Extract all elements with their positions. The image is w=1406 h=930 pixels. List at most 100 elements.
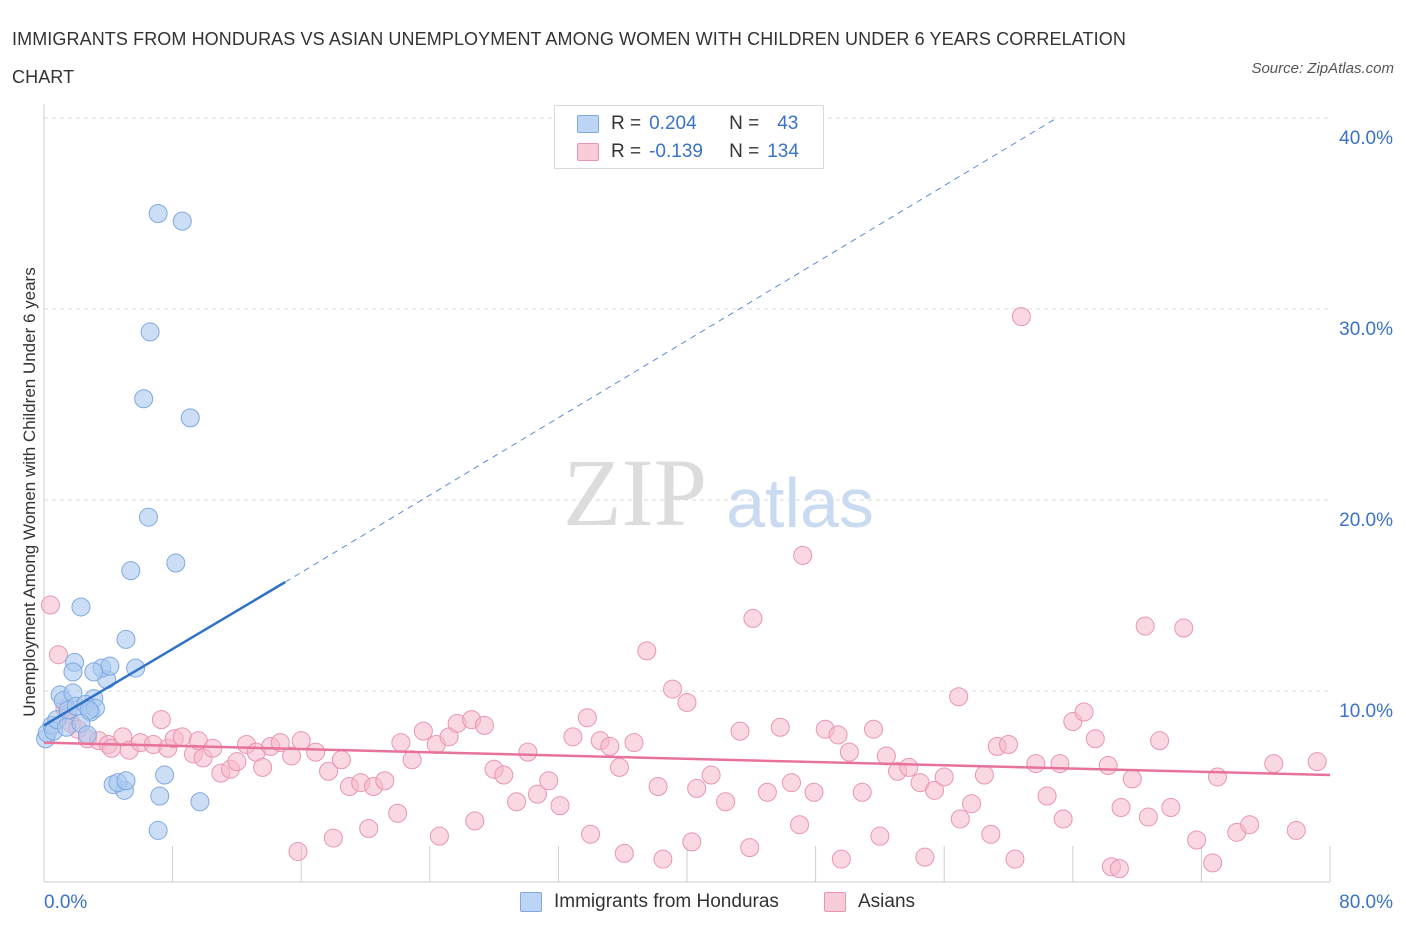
asians-point	[282, 746, 302, 766]
honduras-point	[150, 786, 170, 806]
asians-point	[609, 757, 629, 777]
honduras-point	[121, 561, 141, 581]
asians-point	[839, 742, 859, 762]
asians-point	[429, 826, 449, 846]
asians-point	[319, 761, 339, 781]
asians-point	[876, 746, 896, 766]
honduras-point	[138, 507, 158, 527]
asians-point	[402, 750, 422, 770]
asians-point	[253, 757, 273, 777]
asians-point	[270, 733, 290, 753]
asians-point	[1098, 755, 1118, 775]
asians-point	[1053, 809, 1073, 829]
trend-lines	[43, 117, 1331, 777]
tick-labels: 10.0% 20.0% 30.0% 40.0% 0.0% 80.0%	[44, 128, 1393, 913]
asians-point	[1138, 807, 1158, 827]
r-label: R =	[611, 113, 642, 134]
honduras-point	[84, 662, 104, 682]
asians-point	[1150, 731, 1170, 751]
asians-point	[550, 796, 570, 816]
asians-point	[1264, 754, 1284, 774]
asians-point	[701, 765, 721, 785]
asians-point	[781, 773, 801, 793]
asians-point	[950, 809, 970, 829]
honduras-point	[172, 211, 192, 231]
asians-point	[494, 765, 514, 785]
asians-point	[474, 715, 494, 735]
asians-point	[716, 792, 736, 812]
asians-point	[563, 727, 583, 747]
honduras-point	[148, 820, 168, 840]
asians-point	[359, 819, 379, 839]
chart-title: IMMIGRANTS FROM HONDURAS VS ASIAN UNEMPL…	[12, 29, 1126, 87]
asians-point	[413, 721, 433, 741]
honduras-point	[77, 725, 97, 745]
asians-trend-line	[43, 741, 1331, 777]
asians-point	[934, 767, 954, 787]
y-tick-label: 20.0%	[1339, 510, 1393, 531]
asians-point	[663, 679, 683, 699]
asians-point	[323, 828, 343, 848]
honduras-point	[63, 662, 83, 682]
r-value: -0.139	[649, 141, 703, 162]
honduras-trend-line	[43, 581, 286, 727]
asians-points	[40, 307, 1327, 879]
asians-point	[682, 832, 702, 852]
asians-point	[831, 849, 851, 869]
honduras-point	[134, 389, 154, 409]
asians-point	[391, 733, 411, 753]
asians-point	[1005, 849, 1025, 869]
honduras-swatch	[577, 115, 599, 133]
asians-point	[899, 757, 919, 777]
honduras-point	[116, 771, 136, 791]
watermark: ZIP atlas	[563, 439, 874, 546]
honduras-point	[166, 553, 186, 573]
grid-lines	[44, 117, 1330, 692]
n-value: 43	[777, 113, 799, 134]
r-value: 0.204	[649, 113, 697, 134]
x-tick-label-max: 80.0%	[1339, 892, 1393, 913]
asians-point	[581, 824, 601, 844]
asians-point	[624, 733, 644, 753]
honduras-legend-swatch	[520, 892, 542, 912]
asians-point	[925, 780, 945, 800]
asians-point	[1074, 702, 1094, 722]
asians-point	[1109, 859, 1129, 879]
asians-point	[1085, 729, 1105, 749]
legend-label-asians: Asians	[858, 891, 916, 912]
asians-point	[528, 784, 548, 804]
asians-point	[863, 719, 883, 739]
asians-point	[915, 847, 935, 867]
asians-point	[1037, 786, 1057, 806]
asians-point	[600, 736, 620, 756]
legend-item-asians[interactable]: Asians	[824, 887, 915, 917]
asians-point	[828, 725, 848, 745]
honduras-point	[148, 204, 168, 223]
honduras-trend-extension	[284, 117, 1057, 583]
y-tick-label: 40.0%	[1339, 128, 1393, 149]
asians-point	[1187, 830, 1207, 850]
watermark-zip: ZIP	[563, 439, 707, 546]
asians-point	[804, 782, 824, 802]
legend-item-honduras[interactable]: Immigrants from Honduras	[520, 887, 779, 917]
asians-point	[151, 710, 171, 730]
y-tick-label: 30.0%	[1339, 319, 1393, 340]
honduras-point	[190, 792, 210, 812]
asians-point	[1174, 618, 1194, 638]
asians-point	[677, 692, 697, 712]
watermark-atlas: atlas	[726, 464, 874, 542]
asians-point	[981, 824, 1001, 844]
asians-point	[687, 778, 707, 798]
honduras-point	[71, 597, 91, 617]
asians-point	[653, 849, 673, 869]
series-legend: Immigrants from Honduras Asians	[0, 887, 1406, 917]
honduras-point	[100, 656, 120, 676]
asians-point	[1207, 767, 1227, 787]
asians-point	[949, 687, 969, 707]
asians-point	[172, 727, 192, 747]
asians-point	[1122, 769, 1142, 789]
asians-point	[577, 708, 597, 728]
asians-point	[743, 608, 763, 628]
asians-point	[331, 750, 351, 770]
